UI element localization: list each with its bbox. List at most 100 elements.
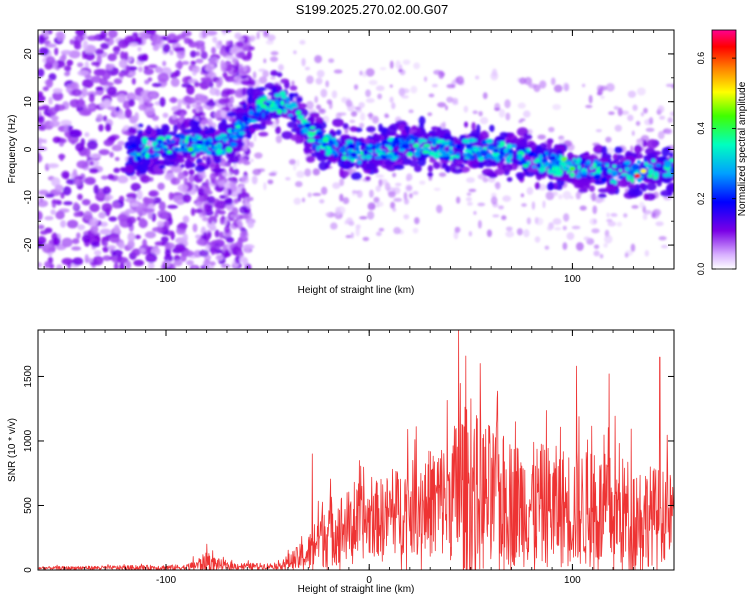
heatmap-cell bbox=[312, 144, 316, 149]
heatmap-cell bbox=[166, 138, 170, 142]
heatmap-cell bbox=[517, 154, 523, 161]
heatmap-cell bbox=[126, 92, 137, 102]
heatmap-cell bbox=[499, 154, 504, 161]
heatmap-cell bbox=[642, 140, 647, 147]
heatmap-cell bbox=[126, 208, 134, 214]
heatmap-cell bbox=[84, 254, 89, 264]
heatmap-cell bbox=[125, 260, 132, 269]
heatmap-cell bbox=[331, 137, 337, 141]
heatmap-cell bbox=[562, 191, 572, 200]
heatmap-cell bbox=[413, 62, 421, 70]
heatmap-cell bbox=[151, 82, 162, 88]
heatmap-cell bbox=[117, 113, 128, 120]
heatmap-cell bbox=[195, 51, 201, 57]
heatmap-cell bbox=[643, 209, 652, 215]
heatmap-cell bbox=[640, 112, 645, 117]
heatmap-cell bbox=[607, 221, 617, 227]
heatmap-cell bbox=[552, 218, 562, 225]
heatmap-cell bbox=[50, 209, 56, 215]
heatmap-cell bbox=[488, 172, 498, 179]
heatmap-cell bbox=[202, 231, 207, 241]
heatmap-cell bbox=[463, 105, 469, 113]
heatmap-cell bbox=[222, 71, 228, 79]
heatmap-cell bbox=[217, 121, 228, 132]
heatmap-cell bbox=[152, 197, 162, 204]
heatmap-cell bbox=[63, 201, 73, 206]
heatmap-cell bbox=[591, 228, 600, 234]
heatmap-cell bbox=[72, 257, 84, 266]
heatmap-cell bbox=[268, 172, 277, 177]
heatmap-cell bbox=[553, 166, 560, 172]
heatmap-cell bbox=[168, 192, 174, 201]
heatmap-cell bbox=[83, 210, 93, 221]
heatmap-cell bbox=[613, 171, 618, 176]
heatmap-cell bbox=[145, 252, 158, 263]
heatmap-cell bbox=[593, 144, 604, 154]
heatmap-cell bbox=[184, 159, 192, 169]
heatmap-cell bbox=[222, 137, 229, 142]
heatmap-cell bbox=[483, 159, 494, 167]
heatmap-cell bbox=[41, 243, 53, 248]
snr-xlabel: Height of straight line (km) bbox=[298, 584, 415, 595]
heatmap-cell bbox=[433, 147, 438, 152]
heatmap-cell bbox=[55, 264, 63, 269]
heatmap-cell bbox=[575, 174, 582, 179]
heatmap-cell bbox=[139, 247, 146, 254]
heatmap-cell bbox=[108, 135, 117, 142]
heatmap-cell bbox=[442, 121, 446, 128]
heatmap-cell bbox=[48, 107, 58, 116]
heatmap-cell bbox=[603, 162, 608, 165]
heatmap-cell bbox=[145, 126, 152, 132]
heatmap-cell bbox=[202, 209, 207, 217]
heatmap-cell bbox=[117, 213, 128, 222]
heatmap-cell bbox=[646, 139, 658, 149]
heatmap-cell bbox=[266, 102, 270, 107]
heatmap-cell bbox=[280, 100, 285, 106]
heatmap-cell bbox=[550, 155, 556, 161]
heatmap-cell bbox=[198, 249, 209, 257]
y-tick-label: 0 bbox=[23, 146, 34, 152]
heatmap-peak bbox=[634, 173, 641, 178]
heatmap-cell bbox=[315, 117, 324, 124]
heatmap-cell bbox=[134, 36, 143, 43]
heatmap-cell bbox=[89, 153, 102, 159]
heatmap-peak bbox=[260, 104, 267, 109]
heatmap-cell bbox=[384, 182, 391, 191]
heatmap-cell bbox=[365, 68, 375, 77]
heatmap-cell bbox=[113, 78, 123, 85]
heatmap-cell bbox=[599, 253, 604, 259]
heatmap-cell bbox=[44, 193, 55, 198]
heatmap-cell bbox=[621, 173, 629, 176]
heatmap-cell bbox=[608, 111, 615, 116]
heatmap-cell bbox=[51, 199, 62, 204]
heatmap-cell bbox=[505, 230, 515, 238]
heatmap-cell bbox=[78, 109, 91, 116]
heatmap-cell bbox=[487, 145, 495, 151]
y-tick-label: -20 bbox=[23, 237, 34, 252]
heatmap-cell bbox=[542, 158, 548, 163]
heatmap-cell bbox=[497, 144, 504, 148]
heatmap-cell bbox=[533, 84, 541, 93]
heatmap-cell bbox=[499, 141, 506, 147]
heatmap-cell bbox=[258, 68, 266, 73]
heatmap-cell bbox=[645, 127, 655, 133]
heatmap-cell bbox=[195, 201, 203, 208]
heatmap-cell bbox=[486, 153, 493, 159]
heatmap-cell bbox=[170, 177, 181, 185]
heatmap-cell bbox=[203, 203, 211, 213]
y-tick-label: 10 bbox=[23, 96, 34, 108]
heatmap-cell bbox=[239, 63, 244, 73]
heatmap-cell bbox=[214, 211, 219, 218]
heatmap-cell bbox=[241, 94, 249, 102]
heatmap-cell bbox=[667, 169, 671, 175]
heatmap-cell bbox=[112, 46, 121, 53]
heatmap-cell bbox=[63, 65, 72, 72]
heatmap-cell bbox=[468, 231, 473, 237]
heatmap-cell bbox=[207, 231, 212, 239]
heatmap-cell bbox=[219, 194, 226, 200]
heatmap-cell bbox=[355, 224, 361, 231]
heatmap-cell bbox=[171, 139, 176, 144]
heatmap-cell bbox=[642, 213, 648, 221]
heatmap-cell bbox=[618, 169, 623, 172]
heatmap-cell bbox=[639, 182, 646, 190]
